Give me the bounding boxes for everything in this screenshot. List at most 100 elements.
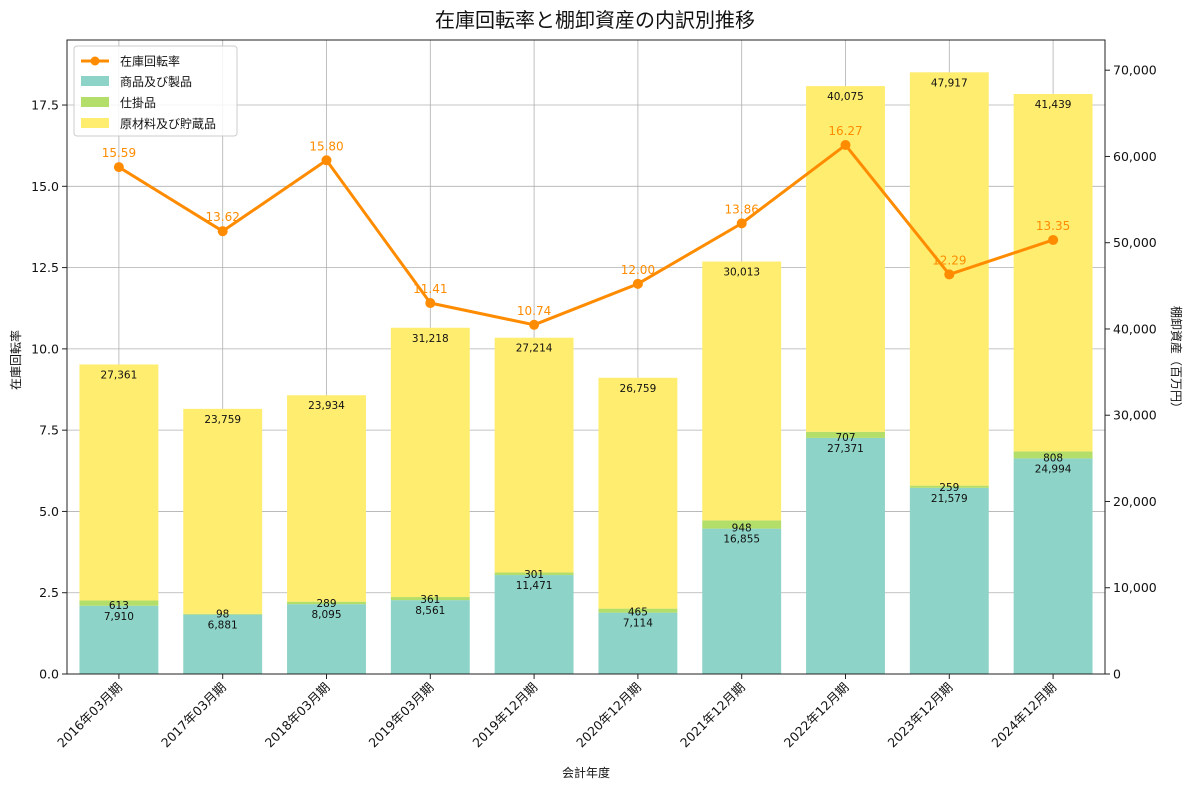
x-tick-label: 2020年12月期	[573, 680, 644, 751]
bar-segment-materials-label: 47,917	[931, 77, 968, 89]
y-right-tick-label: 50,000	[1113, 235, 1157, 250]
bar-segment-materials-label: 23,759	[204, 414, 241, 426]
legend-swatch-wip	[81, 97, 109, 107]
y-right-tick-label: 60,000	[1113, 149, 1157, 164]
turnover-point	[1048, 234, 1059, 245]
turnover-point	[736, 218, 747, 229]
bar-segment-products	[287, 604, 366, 674]
bar-segment-materials	[390, 327, 470, 598]
bar-segment-products-label: 24,994	[1035, 463, 1072, 475]
bar-segment-materials-label: 30,013	[723, 267, 760, 279]
turnover-value-label: 13.62	[206, 210, 240, 224]
plot-frame	[66, 39, 1106, 675]
bar-segment-products	[909, 487, 989, 674]
y-right-tick-label: 70,000	[1113, 63, 1157, 78]
y-left-tick-label: 15.0	[31, 179, 59, 194]
turnover-point	[425, 298, 436, 309]
bar-segment-products	[183, 614, 263, 674]
turnover-value-label: 15.59	[102, 146, 136, 160]
bar-segment-products	[494, 575, 574, 674]
y-axis-right-label: 棚卸資産（百万円）	[1169, 306, 1184, 414]
bar-segment-products-label: 8,561	[415, 605, 445, 617]
bar-segment-products-label: 7,114	[623, 618, 653, 630]
legend-label-materials: 原材料及び貯蔵品	[120, 117, 216, 131]
turnover-point	[840, 140, 851, 151]
y-left-tick-label: 12.5	[31, 260, 59, 275]
y-right-tick-label: 30,000	[1113, 408, 1157, 423]
legend-label-products: 商品及び製品	[120, 74, 192, 89]
bar-segment-materials	[287, 395, 366, 602]
y-left-tick-label: 0.0	[39, 667, 59, 682]
bar-segment-wip	[909, 485, 989, 488]
bar-segment-materials-label: 40,075	[827, 91, 864, 103]
bar-segment-products	[1013, 458, 1093, 674]
turnover-point	[944, 269, 955, 280]
bar-segment-materials-label: 31,218	[412, 333, 449, 345]
turnover-point	[632, 278, 643, 289]
bar-segment-wip	[806, 431, 885, 438]
bar-segment-products-label: 7,910	[104, 611, 134, 623]
turnover-value-label: 13.35	[1036, 219, 1070, 233]
y-left-tick-label: 2.5	[39, 585, 59, 600]
x-tick-label: 2018年03月期	[262, 680, 333, 751]
x-tick-label: 2024年12月期	[988, 680, 1059, 751]
y-right-tick-label: 20,000	[1113, 494, 1157, 509]
bar-segment-wip-label: 361	[420, 594, 440, 606]
y-right-tick-label: 0	[1113, 667, 1121, 682]
bar-segment-wip	[183, 613, 263, 615]
bar-segment-products-label: 6,881	[208, 620, 238, 632]
bar-segment-products-label: 16,855	[723, 534, 760, 546]
legend: 在庫回転率 商品及び製品 仕掛品 原材料及び貯蔵品	[73, 45, 238, 137]
turnover-point	[321, 155, 332, 166]
bar-segment-materials	[598, 377, 678, 609]
bar-segment-materials-label: 26,759	[620, 383, 657, 395]
bar-segment-materials-label: 23,934	[308, 400, 345, 412]
y-right-tick-label: 10,000	[1113, 580, 1157, 595]
bar-segment-products	[702, 528, 782, 674]
bar-segment-wip	[1013, 451, 1093, 459]
turnover-value-label: 13.86	[725, 202, 759, 216]
x-tick-label: 2021年12月期	[677, 680, 748, 751]
bar-segment-materials	[1013, 93, 1093, 452]
turnover-point	[217, 226, 228, 237]
bar-segment-products	[79, 605, 159, 674]
bar-segment-wip-label: 301	[524, 569, 544, 581]
x-tick-label: 2019年12月期	[469, 680, 540, 751]
legend-line-marker	[90, 56, 100, 66]
turnover-value-label: 15.80	[309, 139, 343, 153]
legend-swatch-materials	[81, 118, 109, 128]
bar-segment-wip	[390, 597, 470, 601]
bar-segment-wip-label: 259	[939, 482, 959, 494]
bar-segment-wip	[79, 600, 159, 606]
bar-segment-materials	[494, 337, 574, 573]
bar-segment-wip-label: 808	[1043, 452, 1063, 464]
bar-segment-materials	[183, 408, 263, 614]
x-tick-label: 2022年12月期	[781, 680, 852, 751]
turnover-value-label: 10.74	[517, 304, 551, 318]
y-right-tick-label: 40,000	[1113, 321, 1157, 336]
bar-segment-products	[390, 600, 470, 674]
bar-segment-products-label: 27,371	[827, 443, 864, 455]
bar-segment-wip	[287, 601, 366, 605]
bar-segment-materials-label: 27,214	[516, 343, 553, 355]
x-tick-label: 2017年03月期	[158, 680, 229, 751]
x-tick-label: 2016年03月期	[54, 680, 125, 751]
turnover-value-label: 12.00	[621, 263, 655, 277]
turnover-point	[113, 162, 124, 173]
turnover-value-label: 12.29	[932, 253, 966, 267]
turnover-value-label: 11.41	[413, 282, 447, 296]
y-left-tick-label: 7.5	[39, 423, 59, 438]
bar-segment-materials-label: 27,361	[101, 369, 138, 381]
bar-segment-wip	[598, 608, 678, 613]
turnover-point	[529, 319, 540, 330]
turnover-value-label: 16.27	[828, 124, 862, 138]
bar-segment-products	[598, 612, 678, 674]
legend-box	[73, 45, 238, 137]
bar-segment-products-label: 21,579	[931, 493, 968, 505]
y-left-tick-label: 5.0	[39, 504, 59, 519]
y-left-tick-label: 17.5	[31, 98, 59, 113]
bar-segment-products	[806, 437, 885, 674]
bar-segment-materials-label: 41,439	[1035, 99, 1072, 111]
x-axis-label: 会計年度	[562, 765, 610, 780]
